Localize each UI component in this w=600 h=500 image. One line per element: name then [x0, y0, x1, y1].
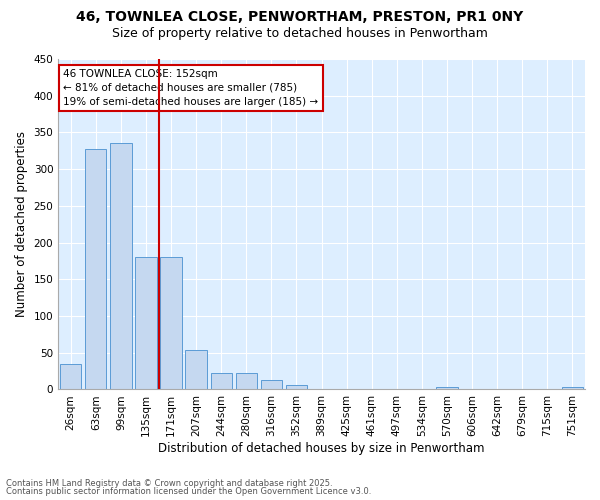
- Bar: [60, 364, 82, 390]
- Text: Contains public sector information licensed under the Open Government Licence v3: Contains public sector information licen…: [6, 487, 371, 496]
- Bar: [562, 388, 583, 390]
- Bar: [261, 380, 282, 390]
- Bar: [211, 372, 232, 390]
- Bar: [436, 388, 458, 390]
- X-axis label: Distribution of detached houses by size in Penwortham: Distribution of detached houses by size …: [158, 442, 485, 455]
- Bar: [311, 388, 332, 390]
- Bar: [160, 258, 182, 390]
- Bar: [236, 372, 257, 390]
- Text: Contains HM Land Registry data © Crown copyright and database right 2025.: Contains HM Land Registry data © Crown c…: [6, 478, 332, 488]
- Y-axis label: Number of detached properties: Number of detached properties: [15, 131, 28, 317]
- Text: Size of property relative to detached houses in Penwortham: Size of property relative to detached ho…: [112, 28, 488, 40]
- Text: 46, TOWNLEA CLOSE, PENWORTHAM, PRESTON, PR1 0NY: 46, TOWNLEA CLOSE, PENWORTHAM, PRESTON, …: [76, 10, 524, 24]
- Bar: [110, 142, 131, 390]
- Text: 46 TOWNLEA CLOSE: 152sqm
← 81% of detached houses are smaller (785)
19% of semi-: 46 TOWNLEA CLOSE: 152sqm ← 81% of detach…: [64, 69, 319, 107]
- Bar: [85, 148, 106, 390]
- Bar: [185, 350, 207, 390]
- Bar: [136, 258, 157, 390]
- Bar: [286, 385, 307, 390]
